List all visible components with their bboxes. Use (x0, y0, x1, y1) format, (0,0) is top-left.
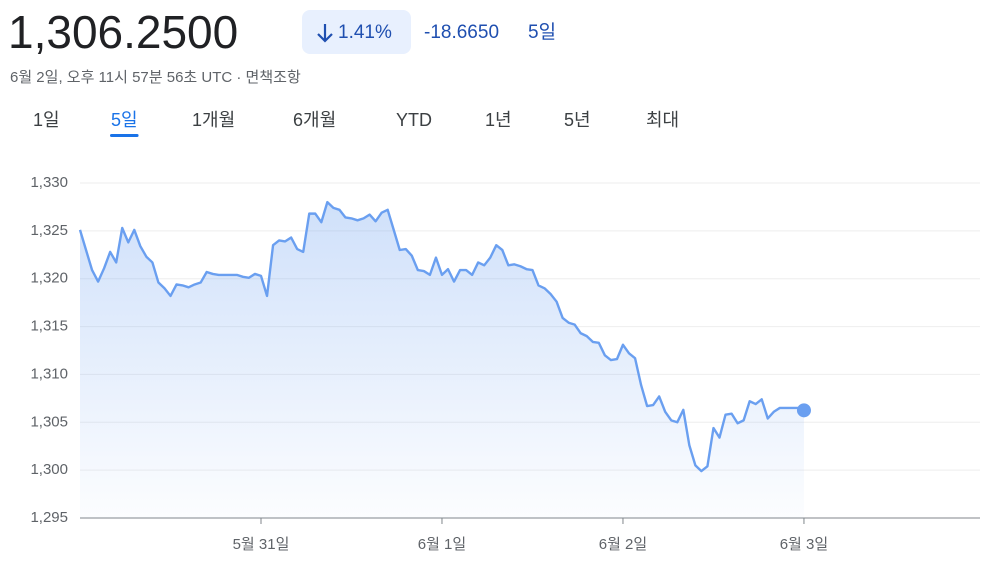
x-tick-label: 6월 1일 (418, 536, 466, 553)
change-badge (302, 10, 411, 54)
x-tick-label: 5월 31일 (233, 536, 290, 553)
y-tick-label: 1,310 (30, 365, 68, 382)
y-tick-label: 1,325 (30, 222, 68, 239)
price: 1,306.2500 (8, 6, 238, 58)
range-tab[interactable]: 1년 (485, 110, 512, 130)
change-percent: 1.41% (338, 22, 392, 43)
range-tab[interactable]: 5년 (564, 110, 591, 130)
y-tick-label: 1,300 (30, 461, 68, 478)
price-line (78, 200, 805, 473)
chart: 1,295 1,300 1,305 1,310 1,315 1,320 1,325 1,330… (30, 174, 980, 553)
range-tab[interactable]: 1개월 (192, 110, 235, 130)
down-arrow (317, 24, 333, 43)
last-point (796, 403, 811, 418)
y-tick-label: 1,305 (30, 413, 68, 430)
timestamp: 6월 2일, 오후 11시 57분 56초 UTC · 면책조항 (10, 69, 301, 86)
range-tab[interactable]: 6개월 (293, 110, 336, 130)
y-tick-label: 1,320 (30, 270, 68, 287)
change-period: 5일 (528, 21, 556, 43)
y-tick-label: 1,295 (30, 509, 68, 526)
range-tab[interactable]: YTD (396, 110, 432, 130)
y-tick-label: 1,315 (30, 318, 68, 335)
range-tab[interactable]: 1일 (33, 110, 60, 130)
x-tick-label: 6월 2일 (599, 536, 647, 553)
selected-underline (110, 134, 139, 137)
area-fill (80, 202, 804, 518)
range-tab[interactable]: 5일 (111, 110, 138, 130)
range-tab[interactable]: 최대 (646, 110, 679, 130)
x-tick-label: 6월 3일 (780, 536, 828, 553)
range-tabs: 1일 5일 1개월 6개월 YTD 1년 5년 최대 (33, 110, 679, 137)
change-absolute: -18.6650 (424, 22, 499, 43)
y-tick-label: 1,330 (30, 174, 68, 191)
